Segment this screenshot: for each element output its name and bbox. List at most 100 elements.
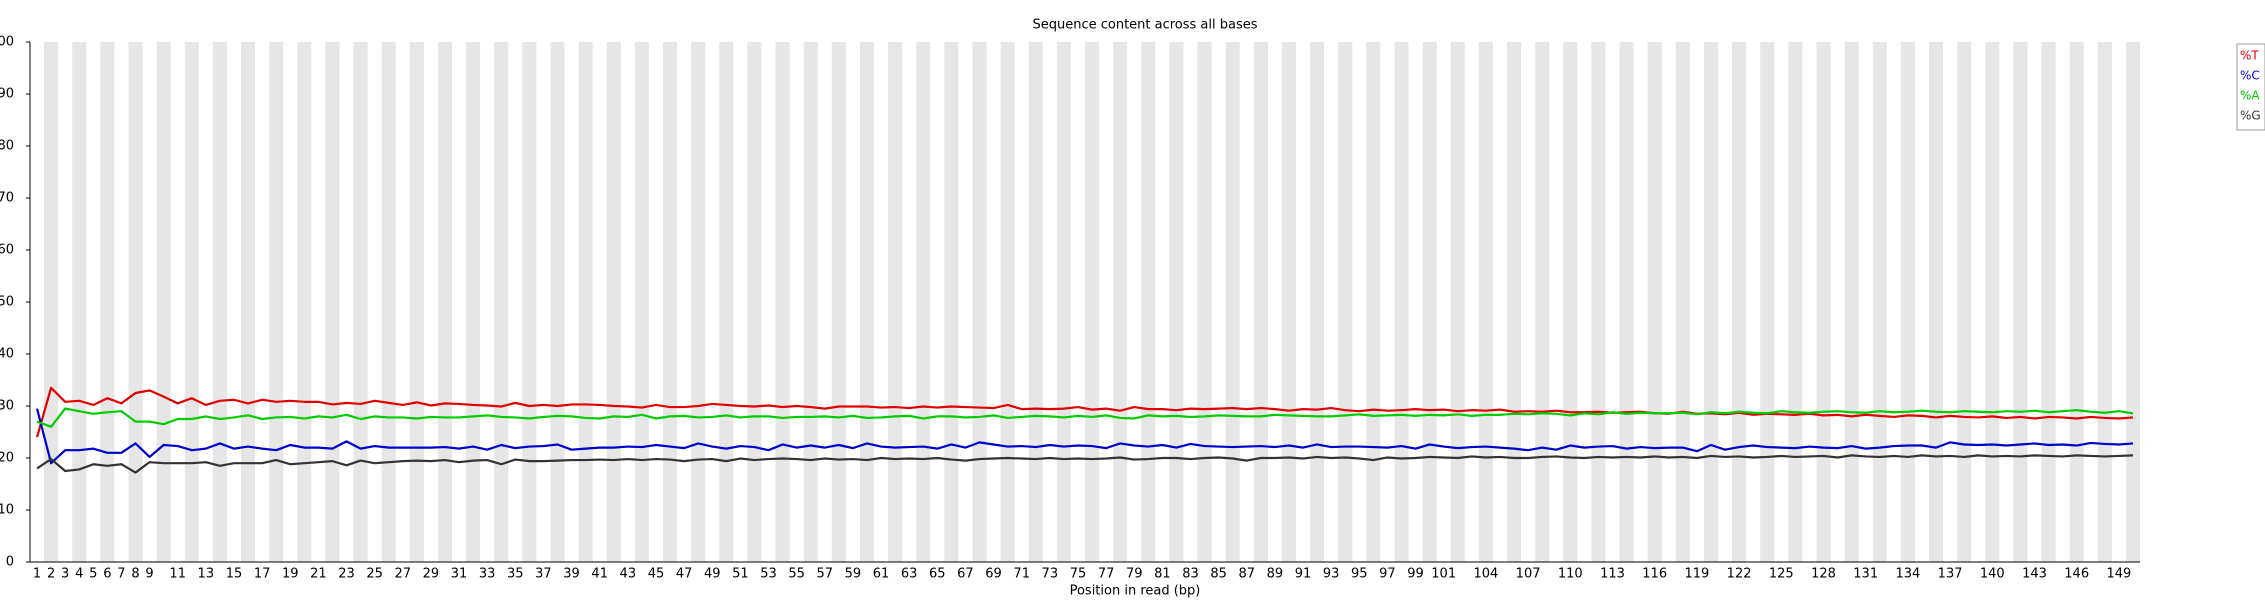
band (1619, 42, 1634, 562)
band (1394, 42, 1409, 562)
y-tick-label: 70 (0, 191, 14, 206)
x-tick-label: 95 (1351, 567, 1368, 582)
x-tick-label: 53 (760, 567, 777, 582)
x-tick-label: 61 (873, 567, 890, 582)
x-tick-label: 83 (1182, 567, 1199, 582)
band (1338, 42, 1353, 562)
band (1450, 42, 1465, 562)
x-tick-label: 116 (1642, 567, 1667, 582)
band (100, 42, 115, 562)
x-tick-label: 15 (226, 567, 243, 582)
band (1197, 42, 1212, 562)
band (1929, 42, 1944, 562)
band (1732, 42, 1747, 562)
x-tick-label: 73 (1042, 567, 1059, 582)
x-tick-label: 37 (535, 567, 552, 582)
legend: %T %C %A %G (2236, 43, 2265, 131)
x-tick-label: 75 (1070, 567, 1087, 582)
band (1844, 42, 1859, 562)
x-tick-label: 55 (788, 567, 805, 582)
band (437, 42, 452, 562)
x-tick-label: 81 (1154, 567, 1171, 582)
x-tick-label: 91 (1295, 567, 1312, 582)
band (184, 42, 199, 562)
band (381, 42, 396, 562)
series-line (35, 408, 2134, 465)
band (1113, 42, 1128, 562)
band (466, 42, 481, 562)
x-tick-label: 79 (1126, 567, 1143, 582)
band (972, 42, 987, 562)
band (494, 42, 509, 562)
x-tick-label: 21 (310, 567, 327, 582)
y-tick-label: 30 (0, 399, 14, 414)
series-line (36, 454, 2134, 474)
legend-label: %C (2240, 69, 2260, 83)
x-tick-label: 87 (1238, 567, 1255, 582)
x-tick-label: 2 (47, 567, 55, 582)
x-tick-label: 11 (169, 567, 186, 582)
band (803, 42, 818, 562)
x-tick-label: 19 (282, 567, 299, 582)
x-tick-label: 134 (1895, 567, 1920, 582)
x-tick-label: 8 (131, 567, 139, 582)
x-tick-label: 25 (366, 567, 383, 582)
band (1985, 42, 2000, 562)
legend-label: %T (2240, 49, 2259, 63)
band (1141, 42, 1156, 562)
x-tick-label: 41 (591, 567, 608, 582)
band (1028, 42, 1043, 562)
x-tick-label: 59 (845, 567, 862, 582)
band (1647, 42, 1662, 562)
legend-label: %A (2240, 89, 2260, 103)
band (1535, 42, 1550, 562)
x-tick-label: 45 (648, 567, 665, 582)
x-axis-label: Position in read (bp) (1070, 584, 1201, 599)
x-tick-label: 47 (676, 567, 693, 582)
x-tick-label: 122 (1727, 567, 1752, 582)
band (1675, 42, 1690, 562)
band (578, 42, 593, 562)
band (44, 42, 59, 562)
band (663, 42, 678, 562)
x-tick-label: 4 (75, 567, 83, 582)
x-tick-label: 71 (1013, 567, 1030, 582)
x-tick-label: 97 (1379, 567, 1396, 582)
band (916, 42, 931, 562)
band (2069, 42, 2084, 562)
x-tick-label: 23 (338, 567, 355, 582)
band (1591, 42, 1606, 562)
series-line (35, 386, 2134, 438)
x-tick-label: 146 (2064, 567, 2089, 582)
band (1816, 42, 1831, 562)
band (212, 42, 227, 562)
band (1900, 42, 1915, 562)
band (297, 42, 312, 562)
x-tick-label: 63 (901, 567, 918, 582)
band (691, 42, 706, 562)
x-tick-label: 17 (254, 567, 271, 582)
band (128, 42, 143, 562)
band (1872, 42, 1887, 562)
band (1563, 42, 1578, 562)
band (1422, 42, 1437, 562)
y-tick-label: 100 (0, 35, 14, 50)
x-tick-label: 131 (1853, 567, 1878, 582)
x-tick-label: 57 (816, 567, 833, 582)
series-line (36, 407, 2134, 428)
x-tick-label: 33 (479, 567, 496, 582)
y-tick-label: 20 (0, 451, 14, 466)
band (325, 42, 340, 562)
x-tick-label: 104 (1473, 567, 1498, 582)
band (747, 42, 762, 562)
band (156, 42, 171, 562)
x-tick-label: 125 (1769, 567, 1794, 582)
y-tick-label: 80 (0, 139, 14, 154)
x-tick-label: 77 (1098, 567, 1115, 582)
band (1225, 42, 1240, 562)
band (831, 42, 846, 562)
band (606, 42, 621, 562)
band (859, 42, 874, 562)
x-tick-label: 89 (1267, 567, 1284, 582)
